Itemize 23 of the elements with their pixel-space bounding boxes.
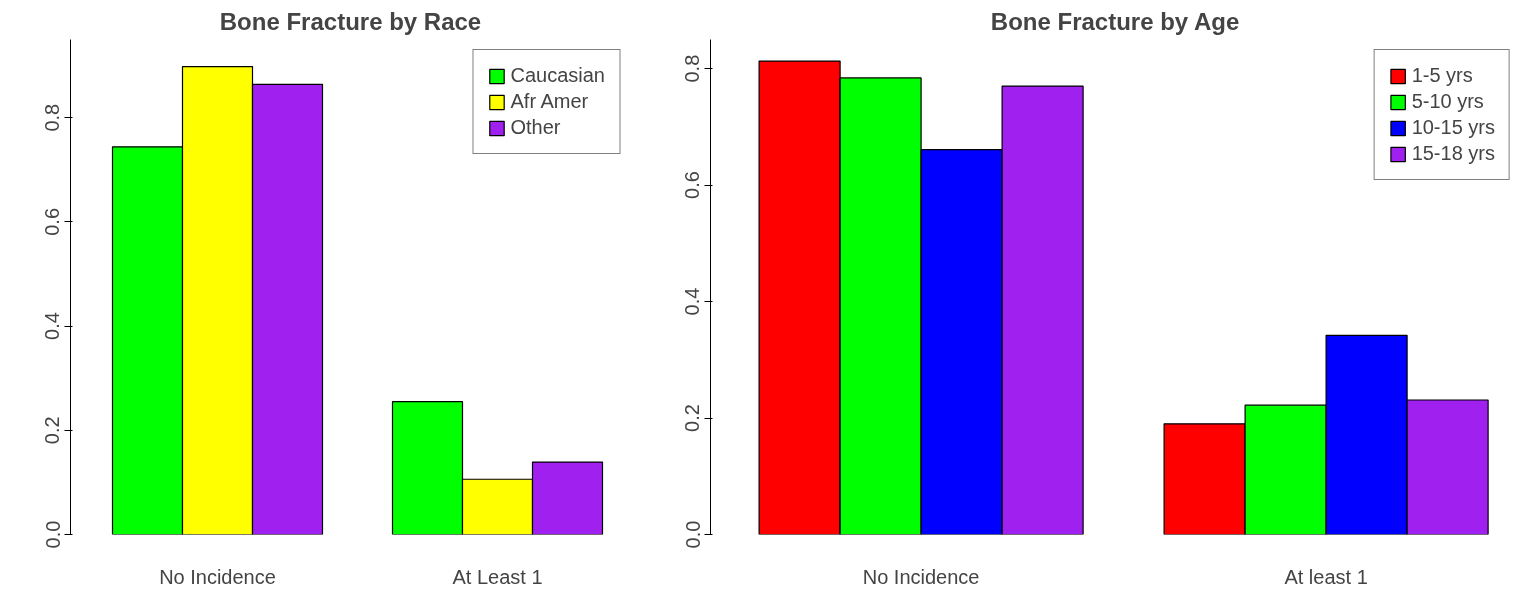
legend-label: 15-18 yrs	[1411, 142, 1495, 165]
y-tick-label: 0.4	[681, 287, 704, 316]
legend-label: 5-10 yrs	[1411, 90, 1484, 113]
y-tick-label: 0.8	[41, 103, 64, 132]
y-tick-label: 0.2	[41, 416, 64, 445]
y-tick-label: 0.0	[41, 520, 64, 549]
legend-label: Other	[510, 116, 561, 139]
y-tick-label: 0.8	[681, 54, 704, 83]
x-tick-label: No Incidence	[159, 565, 276, 588]
y-tick-label: 0.0	[681, 520, 704, 549]
y-tick-label: 0.2	[681, 404, 704, 432]
chart-title: Bone Fracture by Age	[990, 7, 1240, 35]
x-tick-label: No Incidence	[862, 565, 980, 588]
y-tick-label: 0.6	[681, 171, 704, 199]
legend-label: Caucasian	[510, 64, 605, 87]
legend-label: 1-5 yrs	[1411, 64, 1473, 87]
legend-label: Afr Amer	[510, 90, 589, 113]
legend-label: 10-15 yrs	[1411, 116, 1495, 139]
y-tick-label: 0.6	[41, 207, 64, 236]
chart-title: Bone Fracture by Race	[219, 7, 482, 35]
x-tick-label: At Least 1	[452, 565, 543, 588]
y-tick-label: 0.4	[41, 312, 64, 340]
x-tick-label: At least 1	[1284, 565, 1368, 588]
